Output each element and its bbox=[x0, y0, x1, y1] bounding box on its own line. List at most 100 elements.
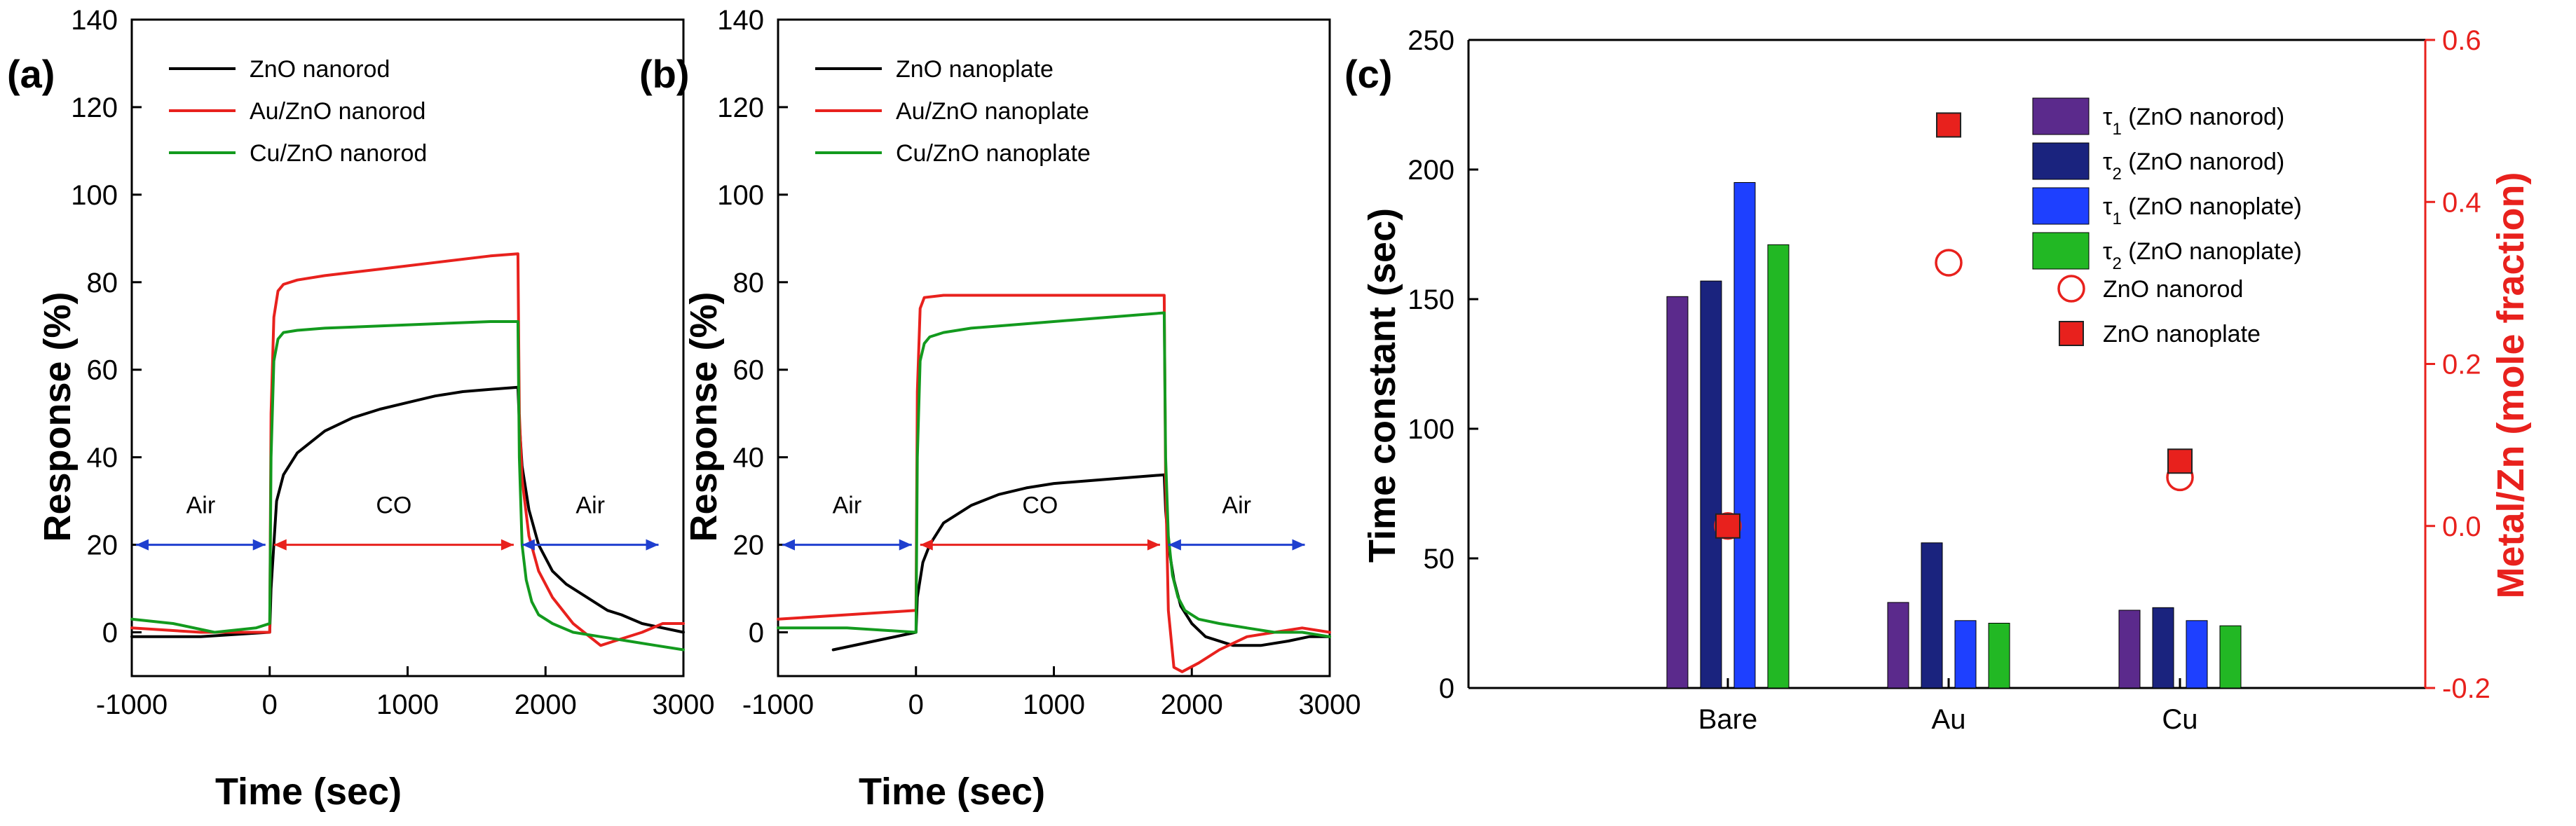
panel-a-annot-arrowhead-left bbox=[273, 539, 287, 551]
panel-a-series-line-1 bbox=[130, 385, 685, 638]
panel-b-annot-arrowhead-left bbox=[920, 539, 933, 551]
panel-c-legend-marker-label: ZnO nanorod bbox=[2103, 276, 2243, 303]
panel-a-ytick-label: 20 bbox=[87, 530, 118, 561]
panel-a-ytick-label: 0 bbox=[102, 618, 118, 649]
panel-c-y2tick-label: -0.2 bbox=[2442, 673, 2490, 704]
panel-a-ytick-label: 60 bbox=[87, 355, 118, 386]
panel-b-annot-arrowhead-left bbox=[782, 539, 795, 551]
panel-a-annot-arrowhead-right bbox=[500, 539, 514, 551]
panel-b-annot-arrowhead-left bbox=[1168, 539, 1181, 551]
panel-c: (c) Time constant (sec) Metal/Zn (mole f… bbox=[1344, 25, 2532, 735]
panel-b-ytick-label: 20 bbox=[733, 530, 765, 561]
panel-c-legend-label: τ1 (ZnO nanorod) bbox=[2103, 104, 2284, 139]
panel-a-annot-label: Air bbox=[186, 493, 216, 519]
panel-b-ytick-label: 0 bbox=[749, 618, 764, 649]
panel-a-ytick-label: 40 bbox=[87, 443, 118, 474]
panel-c-bar bbox=[2186, 620, 2208, 689]
panel-a-xtick-label: 0 bbox=[262, 689, 278, 720]
panel-b-legend-label: ZnO nanoplate bbox=[896, 56, 1054, 83]
panel-c-bar bbox=[1700, 280, 1722, 689]
panel-a-annot-label: Air bbox=[575, 493, 605, 519]
panel-b-ylabel: Response (%) bbox=[683, 291, 725, 542]
panel-c-ytick-label: 250 bbox=[1408, 25, 1454, 56]
panel-c-bar bbox=[1921, 542, 1943, 689]
panel-a-xtick-label: -1000 bbox=[96, 689, 168, 720]
panel-c-bar bbox=[1988, 623, 2010, 689]
panel-c-y2tick-label: 0.0 bbox=[2442, 511, 2481, 542]
panel-a-ytick-label: 140 bbox=[71, 5, 118, 36]
panel-b-annot-arrowhead-right bbox=[1147, 539, 1160, 551]
panel-a-legend-label: Cu/ZnO nanorod bbox=[250, 140, 427, 167]
panel-a-xtick-label: 2000 bbox=[514, 689, 577, 720]
panel-c-ytick-label: 50 bbox=[1424, 544, 1455, 574]
panel-b-annot-arrowhead-right bbox=[1292, 539, 1305, 551]
panel-b-annot-label: CO bbox=[1022, 493, 1058, 519]
panel-b-series-line-1 bbox=[831, 473, 1331, 652]
panel-b-series-line-2 bbox=[777, 294, 1331, 673]
panel-c-bar bbox=[2152, 607, 2174, 689]
panel-c-ylabel: Time constant (sec) bbox=[1361, 208, 1403, 563]
panel-c-bar bbox=[1666, 296, 1689, 689]
panel-a-xtick-label: 1000 bbox=[376, 689, 439, 720]
panel-c-category-label: Cu bbox=[2162, 704, 2197, 735]
panel-a-annot-arrowhead-left bbox=[522, 539, 535, 551]
panel-c-y2tick-label: 0.6 bbox=[2442, 25, 2481, 56]
panel-c-ytick-label: 150 bbox=[1408, 284, 1454, 315]
panel-c-legend-label: τ1 (ZnO nanoplate) bbox=[2103, 193, 2302, 228]
panel-b-xlabel: Time (sec) bbox=[859, 771, 1045, 813]
panel-a-xtick-label: 3000 bbox=[653, 689, 715, 720]
panel-b-ytick-label: 100 bbox=[717, 180, 764, 211]
panel-c-ytick-label: 200 bbox=[1408, 155, 1454, 186]
panel-a-series-line-2 bbox=[130, 252, 685, 647]
panel-a-annot-arrowhead-right bbox=[646, 539, 659, 551]
panel-a-ytick-label: 120 bbox=[71, 92, 118, 123]
panel-b-xtick-label: 1000 bbox=[1023, 689, 1085, 720]
panel-b-ytick-label: 140 bbox=[717, 5, 764, 36]
panel-c-legend-label: τ2 (ZnO nanoplate) bbox=[2103, 238, 2302, 273]
panel-a-label: (a) bbox=[7, 52, 55, 96]
panel-b-legend-label: Au/ZnO nanoplate bbox=[896, 98, 1089, 125]
panel-a-ytick-label: 80 bbox=[87, 268, 118, 298]
panel-b-legend-label: Cu/ZnO nanoplate bbox=[896, 140, 1091, 167]
panel-c-legend-marker-circle bbox=[2057, 275, 2085, 303]
panel-c-marker-circle bbox=[1935, 249, 1963, 277]
panel-c-legend-swatch bbox=[2032, 232, 2090, 270]
panel-c-legend-swatch bbox=[2032, 97, 2090, 135]
panel-b-ytick-label: 80 bbox=[733, 268, 765, 298]
panel-c-bar bbox=[1767, 244, 1790, 689]
panel-c-ytick-label: 100 bbox=[1408, 414, 1454, 445]
panel-b-xtick-label: 3000 bbox=[1299, 689, 1361, 720]
panel-b-label: (b) bbox=[639, 52, 690, 96]
panel-a-annot-arrowhead-right bbox=[252, 539, 266, 551]
panel-c-ytick-label: 0 bbox=[1439, 673, 1454, 704]
panel-b-ytick-label: 40 bbox=[733, 443, 765, 474]
panel-c-bar bbox=[1733, 182, 1756, 689]
panel-b-annot-label: Air bbox=[833, 493, 862, 519]
panel-a-xlabel: Time (sec) bbox=[215, 771, 402, 813]
panel-a-legend-label: ZnO nanorod bbox=[250, 56, 390, 83]
panel-c-marker-square bbox=[1715, 513, 1740, 539]
panel-c-legend-swatch bbox=[2032, 187, 2090, 225]
panel-c-bar bbox=[1887, 602, 1909, 689]
panel-c-y2tick-label: 0.2 bbox=[2442, 350, 2481, 380]
panel-c-bar bbox=[2118, 610, 2141, 689]
panel-b-xtick-label: 2000 bbox=[1161, 689, 1223, 720]
panel-b-series-line-3 bbox=[777, 311, 1331, 638]
panel-c-category-label: Bare bbox=[1698, 704, 1758, 735]
panel-c-marker-square bbox=[1936, 112, 1961, 138]
panel-c-label: (c) bbox=[1344, 52, 1392, 96]
panel-a-ylabel: Response (%) bbox=[36, 291, 79, 542]
panel-c-legend-marker-label: ZnO nanoplate bbox=[2103, 321, 2261, 347]
panel-b-xtick-label: -1000 bbox=[742, 689, 814, 720]
panel-b-ytick-label: 60 bbox=[733, 355, 765, 386]
panel-a-legend-label: Au/ZnO nanorod bbox=[250, 98, 425, 125]
panel-c-y2tick-label: 0.4 bbox=[2442, 187, 2481, 218]
panel-c-category-label: Au bbox=[1932, 704, 1966, 735]
panel-b: (b) Response (%) Time (sec) 0 20 40 60 80 100… bbox=[639, 5, 1361, 813]
panel-b-ytick-label: 120 bbox=[717, 92, 764, 123]
panel-c-y2label: Metal/Zn (mole fraction) bbox=[2490, 172, 2532, 598]
panel-c-marker-square bbox=[2167, 448, 2193, 474]
panel-a-ytick-label: 100 bbox=[71, 180, 118, 211]
panel-b-annot-label: Air bbox=[1222, 493, 1251, 519]
